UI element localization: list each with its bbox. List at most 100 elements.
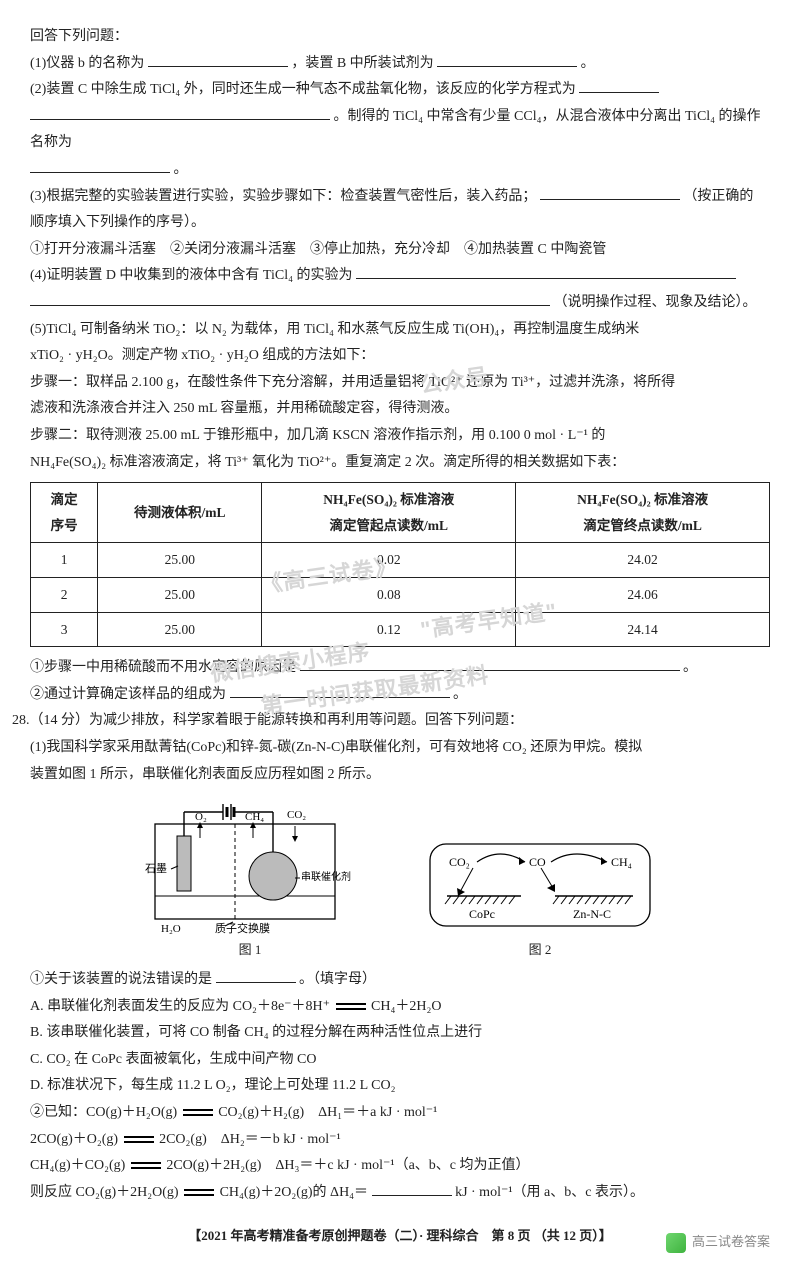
text: CH₄(g)＋2O₂(g)的 ΔH₄＝	[220, 1185, 368, 1200]
fill-blank[interactable]	[216, 968, 296, 983]
cell: 25.00	[98, 543, 262, 578]
text: CO₂(g)＋H₂(g) ΔH₁＝＋a kJ · mol⁻¹	[218, 1105, 437, 1120]
line: 回答下列问题：	[30, 24, 770, 51]
line: 28.（14 分）为减少排放，科学家着眼于能源转换和再利用等问题。回答下列问题：	[12, 708, 770, 735]
cell: 0.02	[262, 543, 516, 578]
text: ，装置 B 中所装试剂为	[291, 56, 433, 71]
line: (5)TiCl₄ 可制备纳米 TiO₂：以 N₂ 为载体，用 TiCl₄ 和水蒸…	[30, 317, 770, 344]
cell: 25.00	[98, 578, 262, 613]
figure-caption: 图 1	[145, 938, 355, 963]
cell: 0.12	[262, 612, 516, 647]
text: （按正确的	[683, 189, 753, 204]
fill-blank[interactable]	[230, 683, 450, 698]
option: A. 串联催化剂表面发生的反应为 CO₂＋8e⁻＋8H⁺ CH₄＋2H₂O	[30, 994, 770, 1021]
text: A. 串联催化剂表面发生的反应为 CO₂＋8e⁻＋8H⁺	[30, 999, 330, 1014]
text: 2CO₂(g) ΔH₂＝－b kJ · mol⁻¹	[159, 1132, 341, 1147]
fill-blank[interactable]	[540, 185, 680, 200]
svg-text:串联催化剂: 串联催化剂	[301, 870, 351, 883]
th-text: 序号	[37, 513, 91, 539]
line: 。	[30, 157, 770, 184]
text: CH₄(g)＋CO₂(g)	[30, 1158, 125, 1173]
figure-2: CO₂ CO CH₄	[425, 836, 655, 963]
cell: 2	[31, 578, 98, 613]
line: 顺序填入下列操作的序号）。	[30, 210, 770, 237]
text: 。	[174, 162, 188, 177]
fill-blank[interactable]	[300, 656, 680, 671]
equation-line: 则反应 CO₂(g)＋2H₂O(g) CH₄(g)＋2O₂(g)的 ΔH₄＝ k…	[30, 1180, 770, 1207]
fill-blank[interactable]	[30, 105, 330, 120]
line: 步骤二：取待测液 25.00 mL 于锥形瓶中，加几滴 KSCN 溶液作指示剂，…	[30, 423, 770, 450]
svg-text:CH₄: CH₄	[611, 855, 632, 869]
svg-text:H₂O: H₂O	[161, 923, 181, 935]
line: ①步骤一中用稀硫酸而不用水定容的原因是 。	[30, 655, 770, 682]
text: CH₄＋2H₂O	[371, 999, 441, 1014]
fill-blank[interactable]	[148, 52, 288, 67]
fill-blank[interactable]	[30, 158, 170, 173]
svg-text:CoPc: CoPc	[469, 907, 495, 921]
th-text: 滴定	[37, 487, 91, 513]
text: 。	[453, 687, 467, 702]
cell: 24.02	[516, 543, 770, 578]
table-row: 2 25.00 0.08 24.06	[31, 578, 770, 613]
wechat-icon	[666, 1233, 686, 1253]
figures-row: O₂ CH₄ CO₂ 石墨 串联催化剂 H₂O 质子交换膜 图 1 CO₂ CO…	[30, 796, 770, 963]
line: 。制得的 TiCl₄ 中常含有少量 CCl₄，从混合液体中分离出 TiCl₄ 的…	[30, 104, 770, 157]
line: (3)根据完整的实验装置进行实验，实验步骤如下：检查装置气密性后，装入药品； （…	[30, 184, 770, 211]
line: (4)证明装置 D 中收集到的液体中含有 TiCl₄ 的实验为	[30, 263, 770, 290]
line: ②通过计算确定该样品的组成为 。	[30, 682, 770, 709]
th-text: 滴定管起点读数/mL	[268, 513, 509, 539]
cell: 3	[31, 612, 98, 647]
table-row: 3 25.00 0.12 24.14	[31, 612, 770, 647]
text: 。（填字母）	[299, 972, 376, 987]
equation-line: CH₄(g)＋CO₂(g) 2CO(g)＋2H₂(g) ΔH₃＝＋c kJ · …	[30, 1153, 770, 1180]
fill-blank[interactable]	[372, 1181, 452, 1196]
table-row: 1 25.00 0.02 24.02	[31, 543, 770, 578]
equals-bar-icon	[131, 1162, 161, 1169]
line: (2)装置 C 中除生成 TiCl₄ 外，同时还生成一种气态不成盐氧化物，该反应…	[30, 77, 770, 104]
line: （说明操作过程、现象及结论）。	[30, 290, 770, 317]
line: 步骤一：取样品 2.100 g，在酸性条件下充分溶解，并用适量铝将 TiO²⁺ …	[30, 370, 770, 397]
wechat-text: 高三试卷答案	[692, 1230, 770, 1255]
text: 2CO(g)＋O₂(g)	[30, 1132, 118, 1147]
text: (4)证明装置 D 中收集到的液体中含有 TiCl₄ 的实验为	[30, 268, 353, 283]
fill-blank[interactable]	[356, 264, 736, 279]
fill-blank[interactable]	[579, 78, 659, 93]
svg-text:O₂: O₂	[195, 811, 207, 823]
svg-text:CO₂: CO₂	[449, 855, 470, 869]
wechat-badge: 高三试卷答案	[666, 1230, 770, 1255]
equals-bar-icon	[183, 1109, 213, 1116]
titration-table: 滴定 序号 待测液体积/mL NH₄Fe(SO₄)₂ 标准溶液 滴定管起点读数/…	[30, 482, 770, 647]
line: 装置如图 1 所示，串联催化剂表面反应历程如图 2 所示。	[30, 762, 770, 789]
text: ①关于该装置的说法错误的是	[30, 972, 212, 987]
cell: 25.00	[98, 612, 262, 647]
line: ①打开分液漏斗活塞 ②关闭分液漏斗活塞 ③停止加热，充分冷却 ④加热装置 C 中…	[30, 237, 770, 264]
text: ②已知：CO(g)＋H₂O(g)	[30, 1105, 177, 1120]
text: 2CO(g)＋2H₂(g) ΔH₃＝＋c kJ · mol⁻¹（a、b、c 均为…	[166, 1158, 529, 1173]
text: (1)仪器 b 的名称为	[30, 56, 144, 71]
th-text: 滴定管终点读数/mL	[522, 513, 763, 539]
option: C. CO₂ 在 CoPc 表面被氧化，生成中间产物 CO	[30, 1047, 770, 1074]
svg-text:质子交换膜: 质子交换膜	[215, 921, 270, 935]
text: 则反应 CO₂(g)＋2H₂O(g)	[30, 1185, 179, 1200]
line: xTiO₂ · yH₂O。测定产物 xTiO₂ · yH₂O 组成的方法如下：	[30, 343, 770, 370]
text: 。	[581, 56, 595, 71]
fill-blank[interactable]	[30, 291, 550, 306]
line: (1)我国科学家采用酞菁钴(CoPc)和锌-氮-碳(Zn-N-C)串联催化剂，可…	[30, 735, 770, 762]
text: （说明操作过程、现象及结论）。	[554, 295, 757, 310]
svg-text:CO: CO	[529, 855, 546, 869]
equals-bar-icon	[124, 1136, 154, 1143]
text: 。	[683, 660, 697, 675]
line: 滤液和洗涤液合并注入 250 mL 容量瓶，并用稀硫酸定容，得待测液。	[30, 396, 770, 423]
line: NH₄Fe(SO₄)₂ 标准溶液滴定，将 Ti³⁺ 氧化为 TiO²⁺。重复滴定…	[30, 450, 770, 477]
cell: 0.08	[262, 578, 516, 613]
svg-text:CO₂: CO₂	[287, 809, 306, 821]
text: ①步骤一中用稀硫酸而不用水定容的原因是	[30, 660, 296, 675]
text: (3)根据完整的实验装置进行实验，实验步骤如下：检查装置气密性后，装入药品；	[30, 189, 536, 204]
line: ①关于该装置的说法错误的是 。（填字母）	[30, 967, 770, 994]
text: ②通过计算确定该样品的组成为	[30, 687, 226, 702]
option: D. 标准状况下，每生成 11.2 L O₂，理论上可处理 11.2 L CO₂	[30, 1073, 770, 1100]
option: B. 该串联催化装置，可将 CO 制备 CH₄ 的过程分解在两种活性位点上进行	[30, 1020, 770, 1047]
equals-bar-icon	[336, 1003, 366, 1010]
page-footer: 【2021 年高考精准备考原创押题卷（二）· 理科综合 第 8 页 （共 12 …	[30, 1224, 770, 1249]
fill-blank[interactable]	[437, 52, 577, 67]
